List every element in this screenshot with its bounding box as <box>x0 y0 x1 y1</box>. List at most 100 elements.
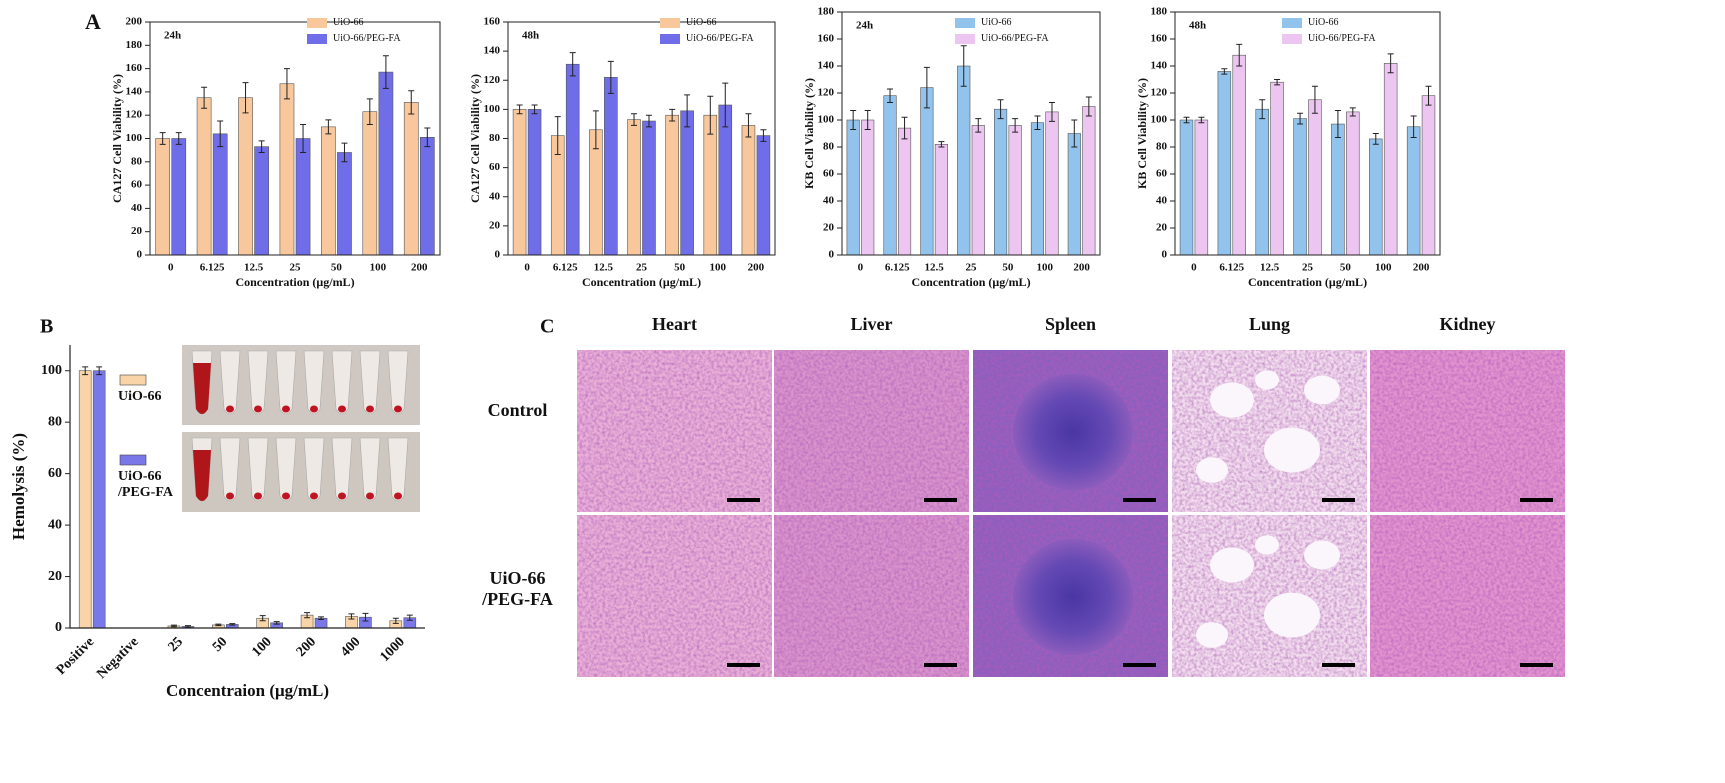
bar <box>419 137 435 256</box>
pellet <box>394 492 402 500</box>
tube <box>387 350 409 415</box>
error-bar <box>392 617 399 624</box>
panel-label: C <box>540 316 554 338</box>
error-bar <box>229 623 236 626</box>
bar <box>321 126 336 256</box>
bar <box>642 120 656 256</box>
bar <box>1308 99 1322 256</box>
x-tick-label: 200 <box>1413 262 1430 274</box>
pellet <box>366 492 374 500</box>
bar <box>1194 119 1209 256</box>
y-tick-label: 180 <box>818 6 835 18</box>
pellet <box>226 492 234 500</box>
x-tick-label: 100 <box>1375 262 1392 274</box>
y-tick-label: 0 <box>55 620 62 635</box>
error-bar <box>96 366 103 376</box>
y-tick-label: 20 <box>48 569 62 584</box>
bar <box>665 114 679 256</box>
error-bar <box>362 612 369 622</box>
alveolus <box>1264 592 1320 638</box>
axes <box>69 345 425 629</box>
x-tick-label: 0 <box>168 262 174 274</box>
legend-label: UiO-66 <box>1308 17 1339 28</box>
error-bar <box>1387 53 1394 74</box>
column-title: Liver <box>851 314 893 334</box>
x-axis-label: Concentraion (μg/mL) <box>166 681 329 700</box>
x-tick-label: Negative <box>94 634 141 681</box>
legend-swatch <box>307 34 327 44</box>
pellet <box>226 405 234 413</box>
pellet <box>254 405 262 413</box>
error-bar <box>707 95 714 135</box>
bar <box>1406 126 1421 256</box>
y-tick-label: 40 <box>489 190 501 202</box>
y-tick-label: 60 <box>131 179 143 191</box>
bar <box>718 104 733 256</box>
tissue-image <box>577 350 772 512</box>
alveolus <box>1264 427 1320 473</box>
tissue-image <box>774 515 969 677</box>
annotation: 48h <box>522 30 539 42</box>
legend-swatch <box>1282 34 1302 44</box>
y-tick-label: 20 <box>823 222 835 234</box>
legend-label: UiO-66 <box>118 389 162 404</box>
y-tick-label: 120 <box>1151 87 1168 99</box>
x-tick-label: 200 <box>411 262 428 274</box>
error-bar <box>304 612 311 619</box>
y-tick-label: 0 <box>1162 249 1168 261</box>
pellet <box>394 405 402 413</box>
x-tick-label: 100 <box>1036 262 1053 274</box>
legend-label: UiO-66 <box>981 17 1012 28</box>
bar <box>680 110 694 256</box>
error-bar <box>1071 119 1078 148</box>
bar <box>897 127 912 256</box>
x-tick-label: 200 <box>1073 262 1090 274</box>
legend-label: UiO-66 <box>686 17 717 28</box>
error-bar <box>283 68 290 100</box>
y-tick-label: 80 <box>1156 141 1168 153</box>
error-bar <box>1034 115 1041 130</box>
error-bar <box>215 623 222 627</box>
bar <box>957 65 971 256</box>
error-bar <box>923 66 930 109</box>
error-bar <box>975 118 982 133</box>
x-tick-label: 400 <box>338 634 363 659</box>
error-bar <box>408 90 415 115</box>
bar <box>1293 118 1307 256</box>
bar <box>1346 111 1360 256</box>
x-tick-label: 25 <box>1302 262 1314 274</box>
error-bar <box>1372 133 1379 145</box>
bar <box>703 114 718 256</box>
y-tick-label: 120 <box>818 87 835 99</box>
x-tick-label: 1000 <box>378 634 408 664</box>
x-tick-label: 50 <box>210 634 231 655</box>
legend-swatch <box>660 34 680 44</box>
bar <box>1331 123 1345 256</box>
y-tick-label: 40 <box>823 195 835 207</box>
legend-label: UiO-66/PEG-FA <box>686 33 754 44</box>
x-axis-label: Concentration (μg/mL) <box>1248 275 1367 289</box>
error-bar <box>201 86 208 109</box>
tube <box>275 437 297 502</box>
x-tick-label: 12.5 <box>925 262 945 274</box>
error-bar <box>1311 85 1318 114</box>
alveolus <box>1210 382 1254 418</box>
blood <box>193 450 211 501</box>
y-axis-label: Hemolysis (%) <box>9 433 28 540</box>
tissue-image <box>774 350 969 512</box>
bar <box>527 109 542 256</box>
bar <box>295 138 311 256</box>
error-bar <box>1259 99 1266 120</box>
error-bar <box>1198 116 1205 124</box>
annotation: 24h <box>164 30 181 42</box>
legend-label: UiO-66/PEG-FA <box>1308 33 1376 44</box>
x-tick-label: 0 <box>858 262 864 274</box>
bar <box>512 109 527 256</box>
blood <box>193 363 211 414</box>
y-tick-label: 100 <box>41 363 62 378</box>
error-bar <box>1410 115 1417 139</box>
x-axis-label: Concentration (μg/mL) <box>235 275 354 289</box>
column-title: Heart <box>652 314 697 334</box>
y-tick-label: 180 <box>1151 6 1168 18</box>
bar <box>1045 111 1059 256</box>
